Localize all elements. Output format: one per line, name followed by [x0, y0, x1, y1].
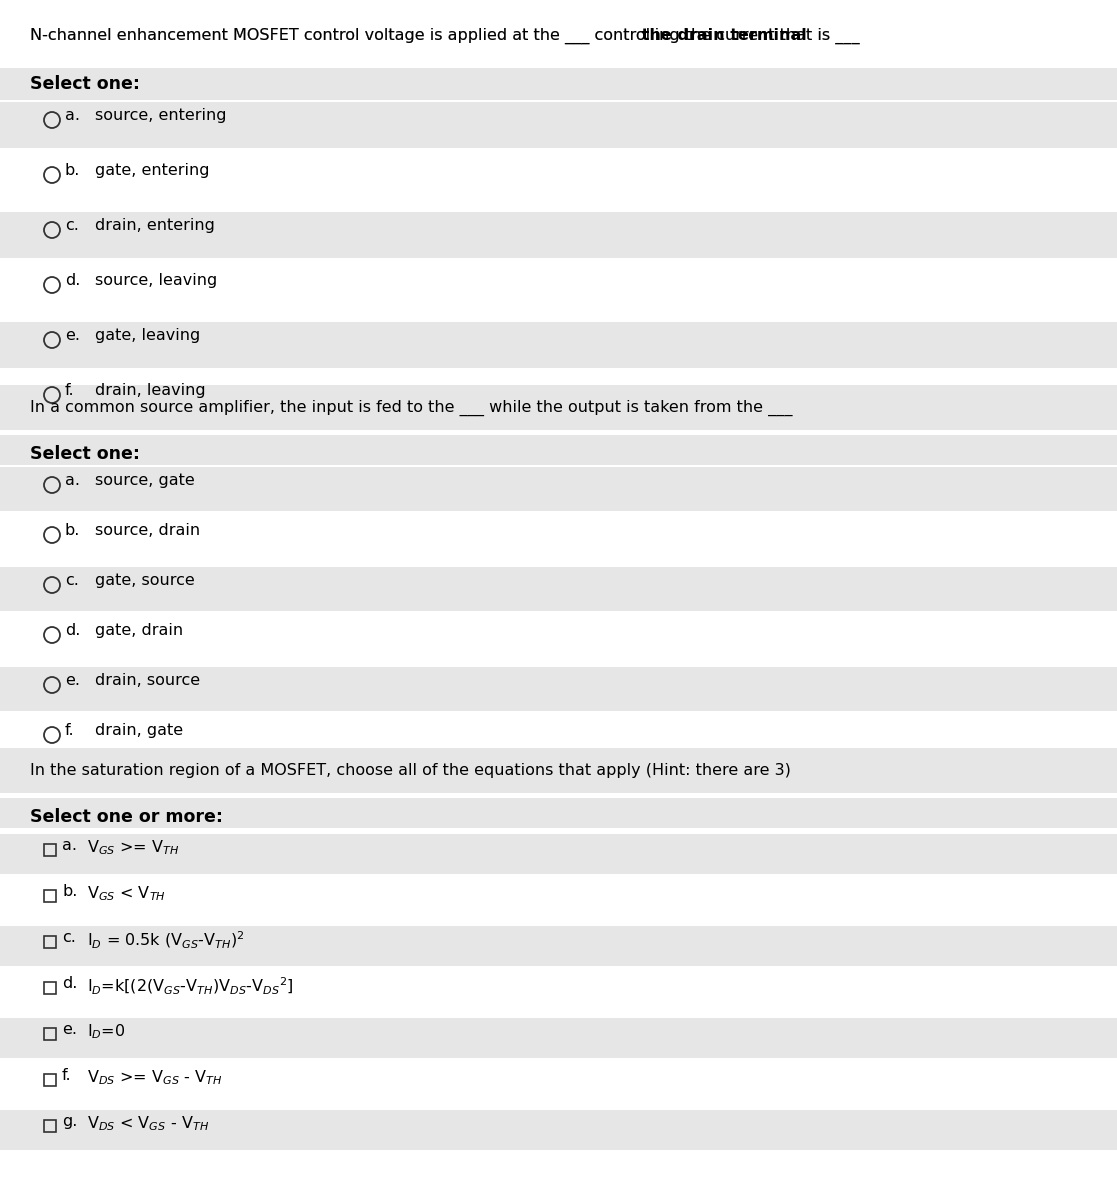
Text: e.: e. [63, 1022, 77, 1037]
Text: d.: d. [65, 272, 80, 288]
Bar [0, 798, 1117, 828]
Bar [0, 68, 1117, 100]
Text: source, gate: source, gate [95, 473, 194, 488]
Text: e.: e. [65, 673, 80, 688]
Text: e.: e. [65, 328, 80, 343]
Text: b.: b. [63, 884, 77, 899]
Bar [0, 566, 1117, 611]
Text: N-channel enhancement MOSFET control voltage is applied at the ___ controlling t: N-channel enhancement MOSFET control vol… [30, 28, 860, 44]
Text: I$_D$=k[(2(V$_{GS}$-V$_{TH}$)V$_{DS}$-V$_{DS}$$^2$]: I$_D$=k[(2(V$_{GS}$-V$_{TH}$)V$_{DS}$-V$… [87, 976, 294, 997]
Bar [44, 1028, 56, 1040]
Text: the drain terminal: the drain terminal [636, 28, 806, 43]
Bar [0, 212, 1117, 258]
Bar [0, 926, 1117, 966]
Bar [44, 890, 56, 902]
Bar [0, 748, 1117, 793]
Text: source, leaving: source, leaving [95, 272, 217, 288]
Bar [44, 844, 56, 856]
Text: drain, gate: drain, gate [95, 722, 183, 738]
Bar [0, 1110, 1117, 1150]
Text: gate, drain: gate, drain [95, 623, 183, 638]
Text: source, entering: source, entering [95, 108, 227, 122]
Text: f.: f. [65, 383, 75, 398]
Text: Select one or more:: Select one or more: [30, 808, 223, 826]
Bar [0, 102, 1117, 148]
Text: I$_D$=0: I$_D$=0 [87, 1022, 125, 1040]
Text: N-channel enhancement MOSFET control voltage is applied at the ___ controlling t: N-channel enhancement MOSFET control vol… [30, 28, 1011, 44]
Bar [44, 982, 56, 994]
Text: f.: f. [63, 1068, 71, 1082]
Text: drain, leaving: drain, leaving [95, 383, 206, 398]
Text: gate, entering: gate, entering [95, 163, 210, 178]
Text: source, drain: source, drain [95, 523, 200, 538]
Text: V$_{GS}$ < V$_{TH}$: V$_{GS}$ < V$_{TH}$ [87, 884, 166, 902]
Text: c.: c. [65, 572, 79, 588]
Text: f.: f. [65, 722, 75, 738]
Text: V$_{DS}$ >= V$_{GS}$ - V$_{TH}$: V$_{DS}$ >= V$_{GS}$ - V$_{TH}$ [87, 1068, 222, 1087]
Text: gate, source: gate, source [95, 572, 194, 588]
Text: a.: a. [63, 838, 77, 853]
Bar [0, 667, 1117, 710]
Text: Select one:: Select one: [30, 74, 140, 92]
Text: In the saturation region of a MOSFET, choose all of the equations that apply (Hi: In the saturation region of a MOSFET, ch… [30, 763, 791, 778]
Text: d.: d. [65, 623, 80, 638]
Bar [44, 1074, 56, 1086]
Text: V$_{GS}$ >= V$_{TH}$: V$_{GS}$ >= V$_{TH}$ [87, 838, 180, 857]
Text: N-channel enhancement MOSFET control voltage is applied at the ___ controlling t: N-channel enhancement MOSFET control vol… [30, 28, 860, 44]
Bar [44, 1120, 56, 1132]
Text: c.: c. [65, 218, 79, 233]
Text: gate, leaving: gate, leaving [95, 328, 200, 343]
Bar [0, 434, 1117, 464]
Text: V$_{DS}$ < V$_{GS}$ - V$_{TH}$: V$_{DS}$ < V$_{GS}$ - V$_{TH}$ [87, 1114, 209, 1133]
Text: a.: a. [65, 108, 80, 122]
Text: I$_D$ = 0.5k (V$_{GS}$-V$_{TH}$)$^2$: I$_D$ = 0.5k (V$_{GS}$-V$_{TH}$)$^2$ [87, 930, 245, 952]
Text: drain, source: drain, source [95, 673, 200, 688]
Text: g.: g. [63, 1114, 77, 1129]
Text: b.: b. [65, 523, 80, 538]
Text: b.: b. [65, 163, 80, 178]
Bar [0, 467, 1117, 511]
Text: d.: d. [63, 976, 77, 991]
Text: c.: c. [63, 930, 76, 946]
Bar [44, 936, 56, 948]
Text: drain, entering: drain, entering [95, 218, 214, 233]
Bar [0, 385, 1117, 430]
Text: In a common source amplifier, the input is fed to the ___ while the output is ta: In a common source amplifier, the input … [30, 400, 792, 416]
Bar [0, 1018, 1117, 1058]
Bar [0, 322, 1117, 368]
Text: Select one:: Select one: [30, 445, 140, 463]
Text: a.: a. [65, 473, 80, 488]
Bar [0, 834, 1117, 874]
